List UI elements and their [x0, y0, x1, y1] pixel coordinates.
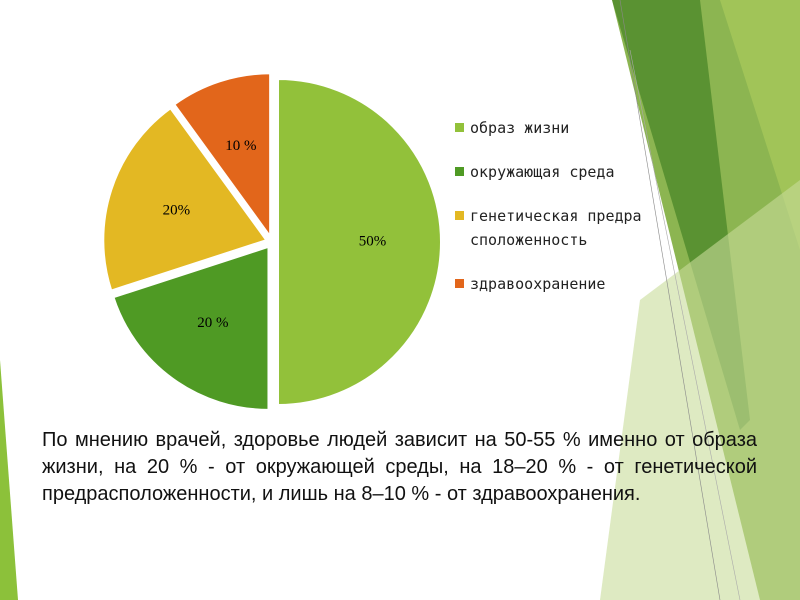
data-label: 50%: [359, 233, 387, 249]
legend-item: генетическая предрасположенность: [455, 204, 655, 252]
legend-marker: [455, 167, 464, 176]
pie-slice: [102, 106, 268, 292]
legend-item: здравоохранение: [455, 272, 655, 296]
legend-label: генетическая предрасположенность: [470, 207, 642, 249]
data-label: 20%: [163, 202, 191, 218]
legend-label: здравоохранение: [470, 275, 606, 293]
body-text: По мнению врачей, здоровье людей зависит…: [42, 429, 757, 505]
legend-label: образ жизни: [470, 119, 570, 137]
legend-marker: [455, 279, 464, 288]
data-label: 10 %: [225, 138, 256, 154]
data-label: 20 %: [197, 315, 228, 331]
legend-marker: [455, 123, 464, 132]
legend-item: образ жизни: [455, 116, 655, 140]
pie-slice: [112, 245, 270, 411]
pie-slice: [172, 72, 272, 240]
legend-item: окружающая среда: [455, 160, 655, 184]
legend-marker: [455, 211, 464, 220]
legend-label: окружающая среда: [470, 163, 615, 181]
legend: образ жизни окружающая среда генетическая …: [455, 116, 655, 316]
pie-slice: [277, 77, 442, 407]
pie: 50% 20 % 20% 10 %: [102, 72, 442, 411]
